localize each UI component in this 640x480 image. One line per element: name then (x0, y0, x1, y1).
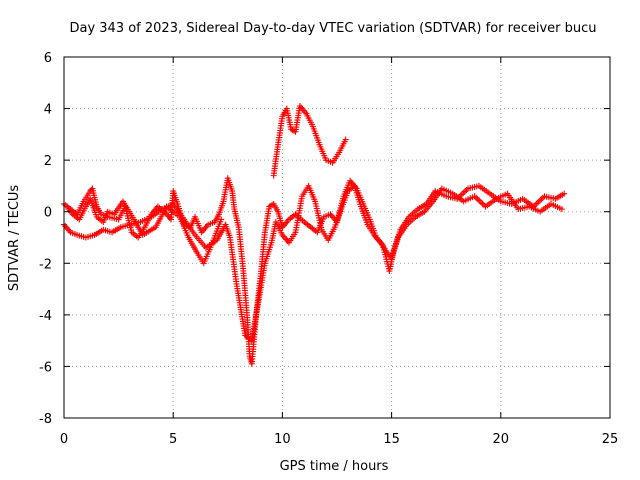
data-point-marker (558, 206, 565, 213)
x-tick-label: 25 (602, 432, 619, 447)
plot-frame (63, 56, 611, 419)
y-tick-label: 4 (44, 103, 52, 118)
x-tick-label: 15 (383, 432, 400, 447)
x-tick-label: 10 (274, 432, 291, 447)
y-tick-label: -6 (39, 360, 52, 375)
y-tick-label: 6 (44, 51, 52, 66)
y-axis-label: SDTVAR / TECUs (7, 185, 22, 292)
series-arc-peak (270, 102, 349, 179)
y-tick-label: 2 (44, 154, 52, 169)
x-tick-label: 5 (169, 432, 177, 447)
grid-layer (64, 57, 610, 418)
series-cluster-early (65, 195, 225, 267)
y-tick-label: -8 (39, 412, 52, 427)
x-tick-label: 20 (493, 432, 510, 447)
x-tick-label: 0 (60, 432, 68, 447)
data-point-marker (218, 216, 225, 223)
y-tick-label: -2 (39, 257, 52, 272)
data-point-marker (342, 136, 349, 143)
y-tick-label: -4 (39, 309, 52, 324)
y-tick-label: 0 (44, 206, 52, 221)
chart-title: Day 343 of 2023, Sidereal Day-to-day VTE… (69, 21, 596, 36)
data-point-marker (561, 190, 568, 197)
axis-ticks: 0 5 10 15 20 25 -8 -6 -4 -2 0 2 4 6 (39, 51, 618, 447)
data-marks (61, 102, 568, 367)
x-axis-label: GPS time / hours (280, 459, 389, 474)
